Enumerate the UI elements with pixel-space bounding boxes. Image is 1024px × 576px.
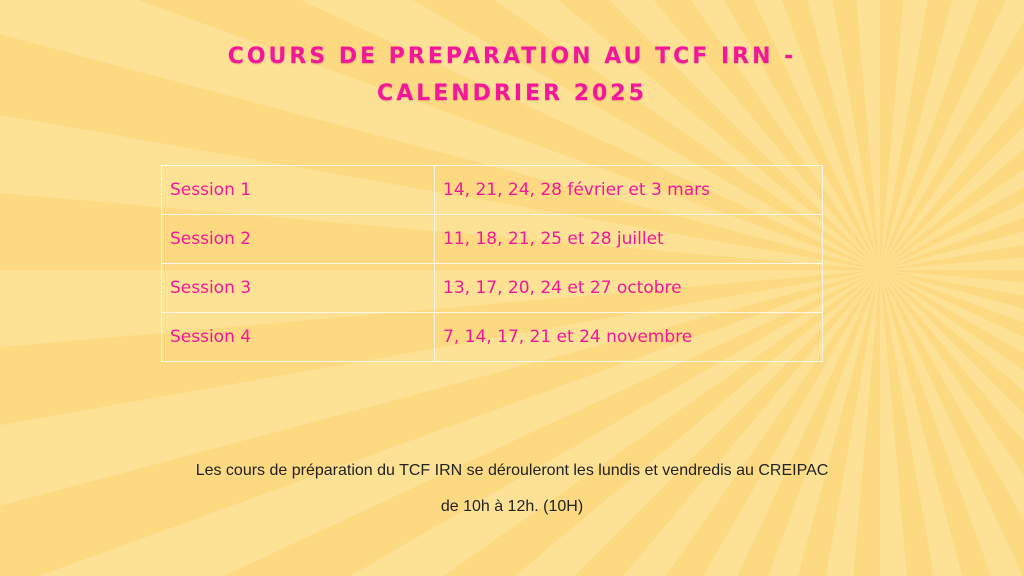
session-name: Session 2	[161, 214, 435, 264]
sessions-table: Session 1 14, 21, 24, 28 février et 3 mar…	[161, 165, 823, 362]
footer-line-1: Les cours de préparation du TCF IRN se d…	[195, 462, 829, 479]
session-dates: 14, 21, 24, 28 février et 3 mars	[434, 165, 823, 215]
session-dates: 13, 17, 20, 24 et 27 octobre	[434, 263, 823, 313]
footer-line-2: de 10h à 12h. (10H)	[440, 498, 584, 515]
title-line-1: COURS DE PREPARATION AU TCF IRN -	[227, 44, 797, 69]
page-title: COURS DE PREPARATION AU TCF IRN - CALEND…	[0, 38, 1024, 112]
session-name: Session 4	[161, 312, 435, 362]
table-row: Session 3 13, 17, 20, 24 et 27 octobre	[161, 263, 823, 313]
session-dates: 11, 18, 21, 25 et 28 juillet	[434, 214, 823, 264]
title-line-2: CALENDRIER 2025	[377, 81, 647, 106]
session-name: Session 3	[161, 263, 435, 313]
session-name: Session 1	[161, 165, 435, 215]
table-row: Session 4 7, 14, 17, 21 et 24 novembre	[161, 312, 823, 362]
session-dates: 7, 14, 17, 21 et 24 novembre	[434, 312, 823, 362]
table-row: Session 1 14, 21, 24, 28 février et 3 mar…	[161, 165, 823, 215]
table-row: Session 2 11, 18, 21, 25 et 28 juillet	[161, 214, 823, 264]
